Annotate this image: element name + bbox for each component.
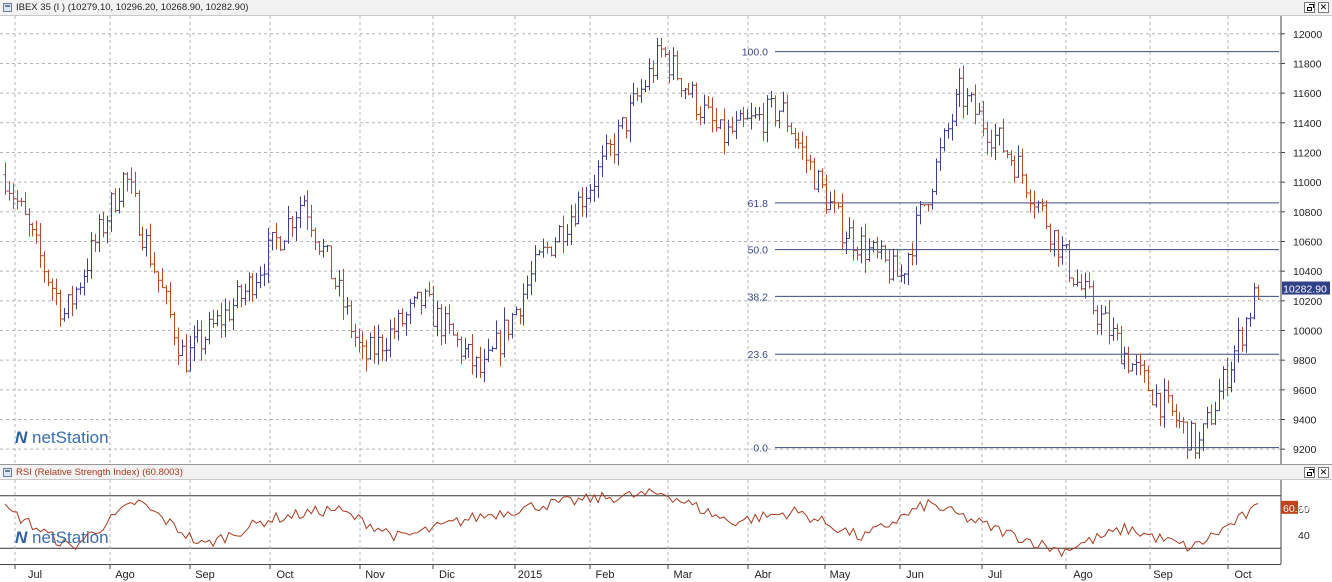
price-axis-label: 9800	[1293, 355, 1317, 367]
price-axis-label: 10400	[1293, 266, 1322, 278]
fib-label: 100.0	[742, 47, 768, 59]
price-axis-label: 11800	[1293, 58, 1322, 70]
time-axis-label: Mar	[674, 569, 693, 581]
time-axis-label: Sep	[1153, 569, 1173, 581]
rsi-chart[interactable]: 60 40 60.80	[0, 480, 1332, 564]
time-axis-label: Abr	[754, 569, 771, 581]
time-axis-label: Jul	[28, 569, 42, 581]
main-chart-titlebar: IBEX 35 (I ) (10279.10, 10296.20, 10268.…	[0, 0, 1332, 16]
price-axis-label: 9200	[1293, 444, 1317, 456]
time-axis-label: Oct	[1234, 569, 1251, 581]
price-axis-label: 10000	[1293, 325, 1322, 337]
fib-label: 50.0	[748, 245, 769, 257]
price-axis-label: 11200	[1293, 147, 1322, 159]
fib-label: 23.6	[748, 349, 769, 361]
price-chart[interactable]: 100.0 61.8 50.0 38.2 23.6 0.0 12000 11800 11600…	[0, 16, 1332, 464]
fib-label: 0.0	[753, 443, 768, 455]
price-bars	[3, 37, 1261, 460]
last-price-value: 10282.90	[1283, 284, 1327, 296]
time-axis-label: Feb	[596, 569, 615, 581]
close-icon[interactable]	[1318, 2, 1329, 13]
main-chart-title: IBEX 35 (I ) (10279.10, 10296.20, 10268.…	[16, 2, 249, 13]
price-axis-label: 11600	[1293, 88, 1322, 100]
rsi-title: RSI (Relative Strength Index) (60.8003)	[16, 467, 183, 478]
rsi-window-icon	[3, 468, 12, 477]
fib-label: 61.8	[748, 198, 769, 210]
time-axis: Jul Ago Sep Oct Nov Dic 2015 Feb Mar Abr May Jun Jul…	[0, 564, 1332, 582]
time-axis-label: Dic	[439, 569, 455, 581]
last-price-tag: 10282.90	[1282, 281, 1330, 296]
price-grid	[0, 16, 1281, 464]
time-axis-label: Sep	[195, 569, 215, 581]
time-axis-label: Nov	[365, 569, 385, 581]
rsi-grid	[0, 480, 1281, 564]
rsi-line	[4, 487, 1259, 558]
fib-label: 38.2	[748, 291, 769, 303]
rsi-restore-icon[interactable]	[1304, 467, 1315, 478]
rsi-axis: 60 40	[1298, 504, 1310, 542]
netstation-logo: N netStation	[15, 428, 109, 447]
price-axis-label: 10200	[1293, 296, 1322, 308]
rsi-value-tag: 60.80	[1281, 500, 1309, 515]
time-axis-label: Jun	[906, 569, 924, 581]
rsi-axis-label-60: 60	[1298, 504, 1310, 516]
time-axis-label: May	[830, 569, 851, 581]
price-axis-label: 9600	[1293, 385, 1317, 397]
price-axis-label: 11000	[1293, 177, 1322, 189]
rsi-axis-label-40: 40	[1298, 530, 1310, 542]
rsi-current-value: 60.80	[1283, 503, 1309, 515]
time-axis-label: Oct	[276, 569, 293, 581]
restore-icon[interactable]	[1304, 2, 1315, 13]
price-axis-label: 11400	[1293, 118, 1322, 130]
time-axis-label: 2015	[518, 569, 542, 581]
time-axis-label: Ago	[1073, 569, 1093, 581]
rsi-netstation-logo: N netStation	[15, 528, 109, 547]
rsi-close-icon[interactable]	[1318, 467, 1329, 478]
time-axis-label: Jul	[988, 569, 1002, 581]
price-axis-label: 10600	[1293, 236, 1322, 248]
price-axis-label: 10800	[1293, 207, 1322, 219]
price-axis: 12000 11800 11600 11400 11200 11000 10800 10600…	[1281, 29, 1322, 456]
chart-window-icon	[3, 3, 12, 12]
time-axis-label: Ago	[115, 569, 135, 581]
rsi-panel-titlebar: RSI (Relative Strength Index) (60.8003)	[0, 464, 1332, 480]
price-axis-label: 12000	[1293, 29, 1322, 41]
price-axis-label: 9400	[1293, 414, 1317, 426]
